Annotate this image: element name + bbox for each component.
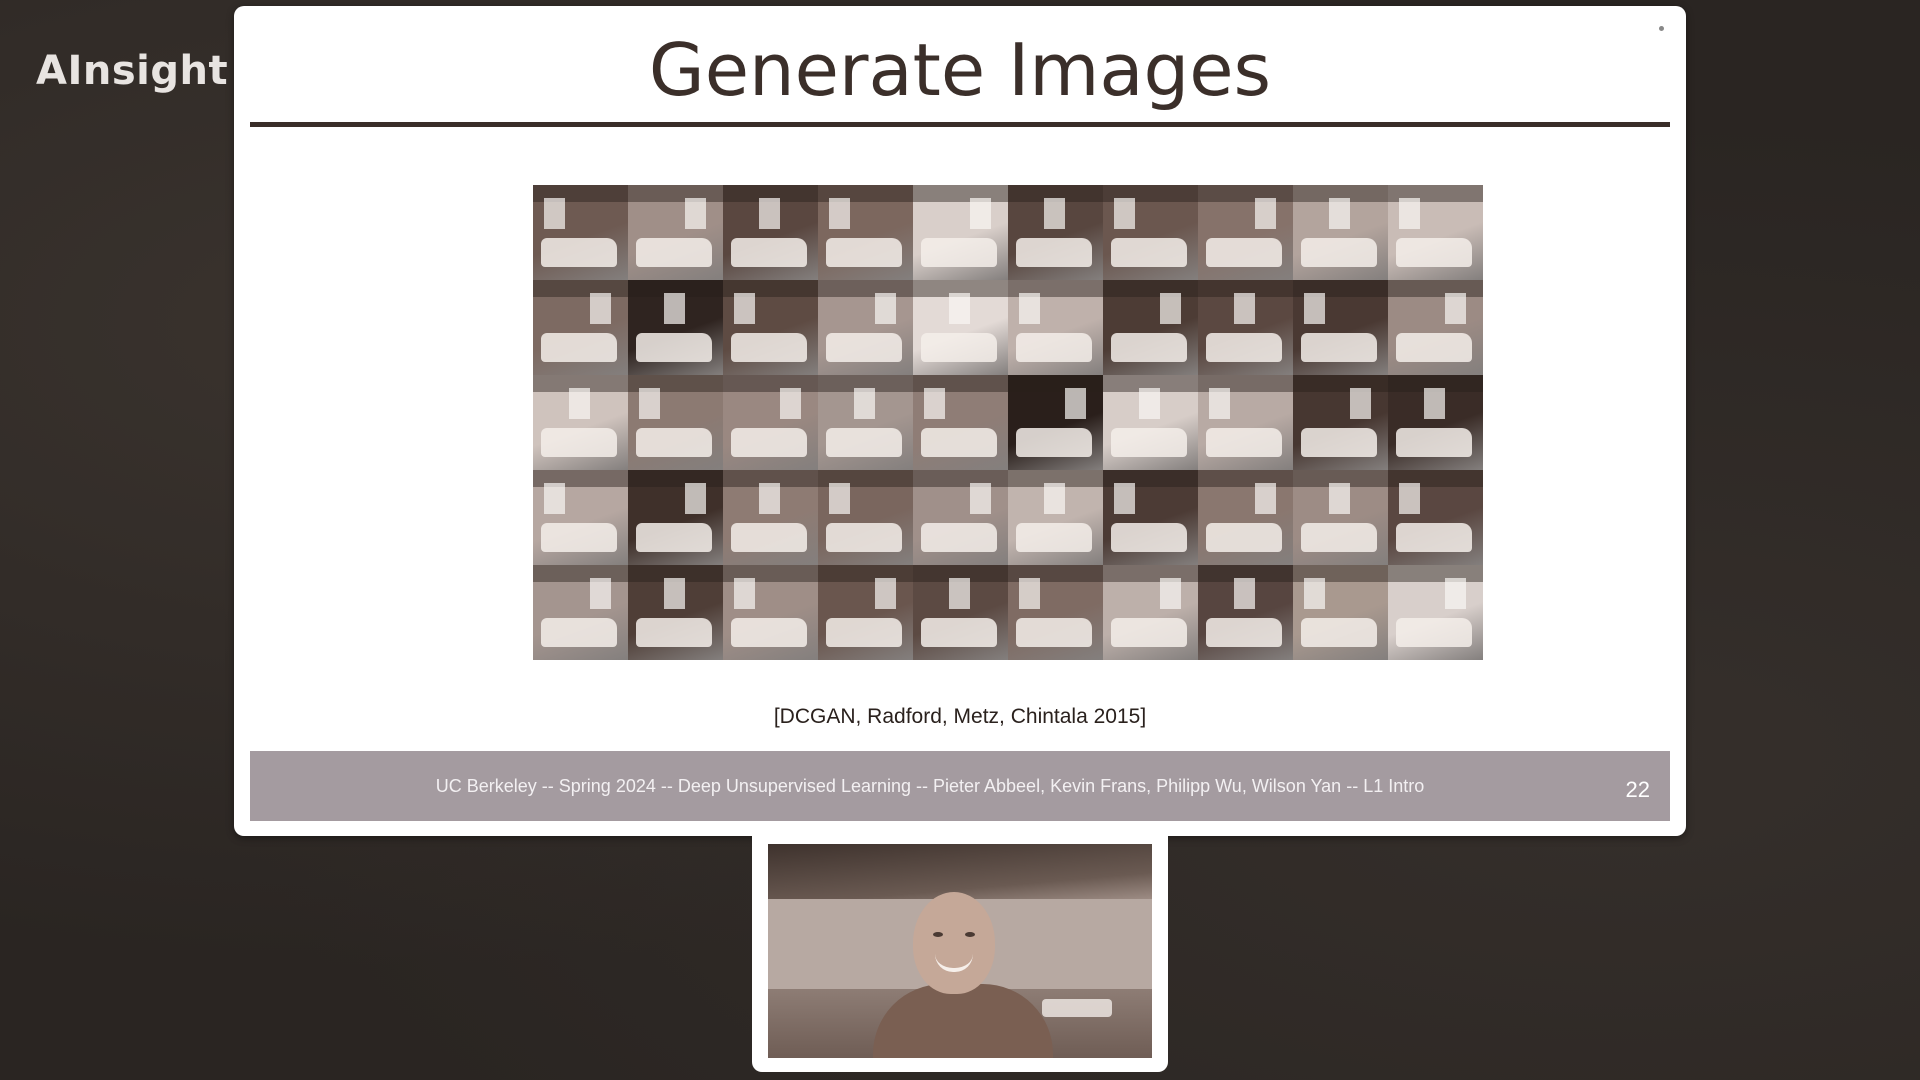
webcam-video <box>768 844 1152 1058</box>
generated-bedroom-image <box>1198 375 1293 470</box>
generated-bedroom-image <box>1008 565 1103 660</box>
ceiling <box>768 844 1152 899</box>
eye-left <box>933 932 943 937</box>
generated-bedroom-image <box>1198 470 1293 565</box>
generated-bedroom-image <box>1293 565 1388 660</box>
footer-text: UC Berkeley -- Spring 2024 -- Deep Unsup… <box>435 776 1425 796</box>
page-number: 22 <box>1625 777 1650 802</box>
generated-bedroom-image <box>818 565 913 660</box>
generated-bedroom-image <box>533 280 628 375</box>
generated-bedroom-image <box>1008 185 1103 280</box>
generated-bedroom-image <box>1293 280 1388 375</box>
generated-bedroom-image <box>1293 375 1388 470</box>
generated-bedroom-image <box>1008 280 1103 375</box>
generated-bedroom-image <box>1388 375 1483 470</box>
slide-indicator-dot <box>1659 26 1664 31</box>
generated-bedroom-image <box>533 185 628 280</box>
webcam-window <box>752 836 1168 1072</box>
ceiling-light <box>1042 999 1112 1017</box>
generated-bedroom-image <box>818 185 913 280</box>
generated-bedroom-image <box>1388 470 1483 565</box>
eye-right <box>965 932 975 937</box>
generated-bedroom-image <box>1388 280 1483 375</box>
generated-image-grid <box>533 185 1483 660</box>
generated-bedroom-image <box>1293 185 1388 280</box>
generated-bedroom-image <box>913 185 1008 280</box>
generated-bedroom-image <box>1388 185 1483 280</box>
generated-bedroom-image <box>913 470 1008 565</box>
generated-bedroom-image <box>913 565 1008 660</box>
generated-bedroom-image <box>628 185 723 280</box>
generated-bedroom-image <box>533 470 628 565</box>
generated-bedroom-image <box>1103 565 1198 660</box>
generated-bedroom-image <box>913 375 1008 470</box>
generated-bedroom-image <box>723 565 818 660</box>
smile <box>935 954 973 972</box>
generated-bedroom-image <box>1198 280 1293 375</box>
generated-bedroom-image <box>1103 375 1198 470</box>
generated-bedroom-image <box>723 280 818 375</box>
generated-bedroom-image <box>723 185 818 280</box>
generated-bedroom-image <box>1293 470 1388 565</box>
generated-bedroom-image <box>723 375 818 470</box>
generated-bedroom-image <box>818 280 913 375</box>
title-divider <box>250 122 1670 127</box>
presenter-head <box>913 892 995 994</box>
generated-bedroom-image <box>628 565 723 660</box>
channel-name: AInsight <box>36 48 229 94</box>
generated-bedroom-image <box>818 470 913 565</box>
slide-window: Generate Images [DCGAN, Radford, Metz, C… <box>234 6 1686 836</box>
citation-text: [DCGAN, Radford, Metz, Chintala 2015] <box>773 705 1147 728</box>
generated-bedroom-image <box>1103 280 1198 375</box>
generated-bedroom-image <box>628 375 723 470</box>
generated-bedroom-image <box>1008 375 1103 470</box>
slide-footer: UC Berkeley -- Spring 2024 -- Deep Unsup… <box>250 751 1670 821</box>
generated-bedroom-image <box>533 375 628 470</box>
generated-bedroom-image <box>1198 185 1293 280</box>
generated-bedroom-image <box>723 470 818 565</box>
generated-bedroom-image <box>1103 185 1198 280</box>
presenter-body <box>873 984 1053 1058</box>
generated-bedroom-image <box>533 565 628 660</box>
generated-bedroom-image <box>1008 470 1103 565</box>
slide-title: Generate Images <box>648 28 1272 112</box>
generated-bedroom-image <box>913 280 1008 375</box>
generated-bedroom-image <box>1103 470 1198 565</box>
generated-bedroom-image <box>628 280 723 375</box>
generated-bedroom-image <box>1388 565 1483 660</box>
generated-bedroom-image <box>818 375 913 470</box>
generated-bedroom-image <box>628 470 723 565</box>
generated-bedroom-image <box>1198 565 1293 660</box>
